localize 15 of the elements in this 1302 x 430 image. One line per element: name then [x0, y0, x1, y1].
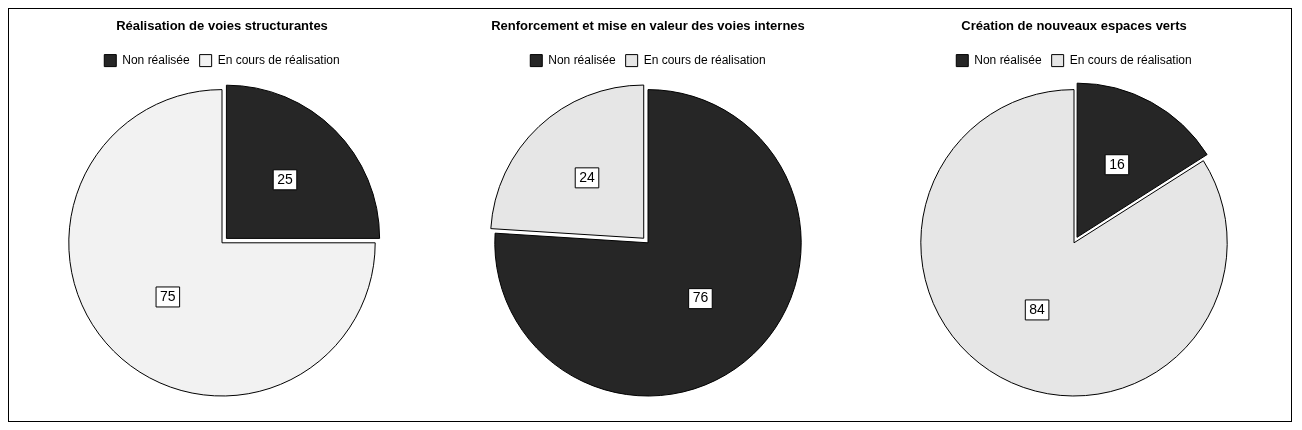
data-label: 84 [1029, 300, 1046, 317]
legend-label: Non réalisée [122, 52, 190, 67]
legend-label: En cours de réalisation [1069, 52, 1192, 67]
legend-label: En cours de réalisation [217, 52, 340, 67]
data-label: 25 [277, 170, 293, 187]
data-label: 16 [1109, 155, 1125, 172]
legend-label: Non réalisée [548, 52, 616, 67]
data-label: 24 [579, 168, 595, 185]
chart-title: Renforcement et mise en valeur des voies internes [491, 18, 805, 34]
chart-title: Réalisation de voies structurantes [116, 18, 328, 34]
legend-label: En cours de réalisation [643, 52, 766, 67]
data-label: 75 [160, 287, 176, 304]
data-label: 76 [692, 289, 709, 306]
chart-title: Création de nouveaux espaces verts [961, 18, 1187, 34]
legend-label: Non réalisée [974, 52, 1042, 67]
